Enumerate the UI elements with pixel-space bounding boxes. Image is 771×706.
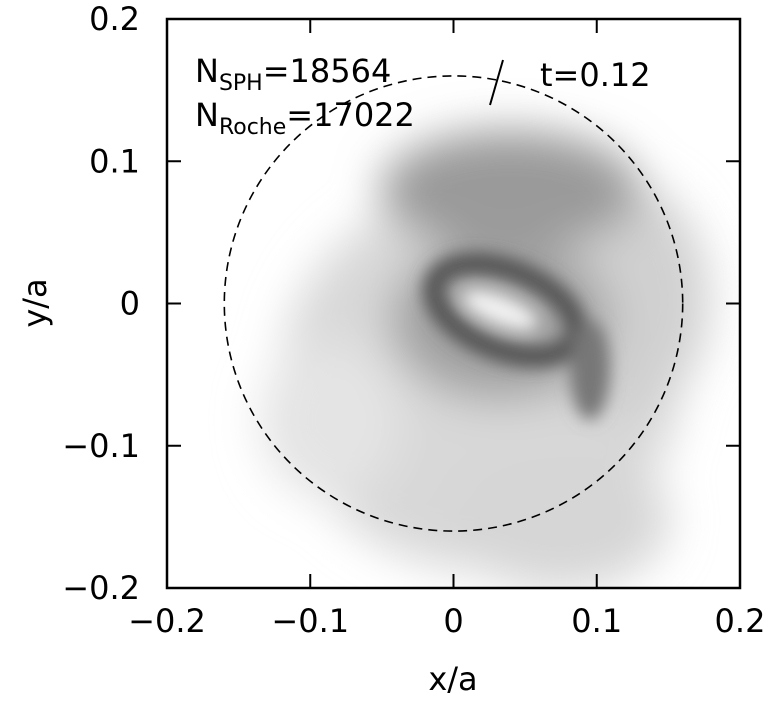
x-tick-label: 0.2 — [715, 602, 766, 640]
phase-marker — [489, 59, 504, 106]
y-tick-label: 0.1 — [89, 142, 140, 180]
density-image — [260, 130, 710, 588]
x-tick-label: −0.2 — [128, 602, 206, 640]
annotation: NRoche=17022 — [195, 96, 415, 140]
x-tick-label: 0.1 — [571, 602, 622, 640]
roche-lobe — [223, 75, 684, 532]
time-label: t=0.12 — [540, 56, 651, 94]
x-tick-label: −0.1 — [271, 602, 349, 640]
y-axis-label: y/a — [16, 278, 54, 327]
y-tick-label: −0.2 — [62, 569, 140, 607]
x-axis-label: x/a — [428, 660, 477, 698]
y-tick-label: −0.1 — [62, 427, 140, 465]
annotation: NSPH=18564 — [195, 52, 391, 96]
x-tick-label: 0 — [443, 602, 463, 640]
y-tick-label: 0.2 — [89, 0, 140, 38]
y-tick-label: 0 — [120, 285, 140, 323]
